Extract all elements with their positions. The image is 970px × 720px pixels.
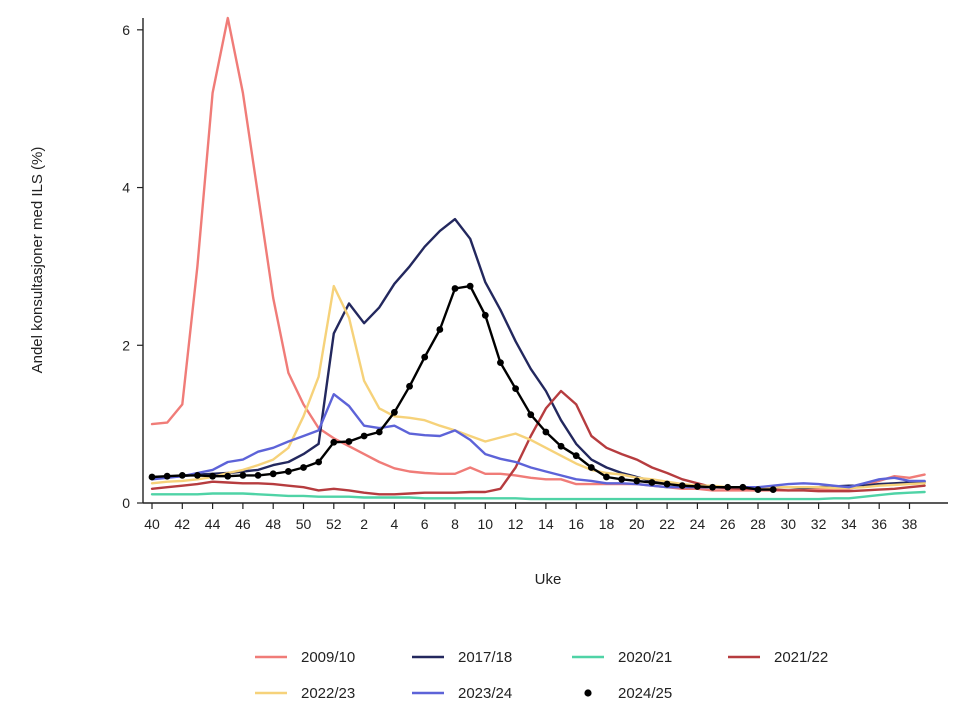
x-tick-label: 8 <box>451 516 459 532</box>
data-point-2024-25 <box>466 282 474 290</box>
data-point-2024-25 <box>178 471 186 479</box>
y-tick-label: 2 <box>122 337 130 353</box>
data-point-2024-25 <box>224 472 232 480</box>
x-tick-label: 18 <box>599 516 615 532</box>
x-tick-label: 2 <box>360 516 368 532</box>
x-tick-label: 4 <box>391 516 399 532</box>
x-tick-label: 26 <box>720 516 736 532</box>
series-line-2020-21 <box>150 490 926 501</box>
series-line-2023-24 <box>150 393 926 489</box>
x-tick-label: 22 <box>659 516 675 532</box>
data-point-2024-25 <box>406 382 413 390</box>
y-tick-label: 6 <box>122 22 130 38</box>
data-point-2024-25 <box>618 475 626 483</box>
x-tick-label: 34 <box>841 516 857 532</box>
legend: 2009/10 2017/18 2020/21 2021/22 2022/23 2023/… <box>255 649 828 702</box>
series-line-2022-23 <box>150 284 926 490</box>
data-point-2024-25 <box>315 458 323 466</box>
data-point-2024-25 <box>360 432 368 440</box>
x-tick-label: 48 <box>265 516 281 532</box>
plot-lines <box>150 16 926 501</box>
x-tick-label: 46 <box>235 516 251 532</box>
data-point-2024-25 <box>194 471 201 479</box>
x-tick-label: 24 <box>690 516 706 532</box>
legend-label: 2017/18 <box>458 649 512 666</box>
data-point-2024-25 <box>481 311 489 319</box>
legend-label: 2024/25 <box>618 685 672 702</box>
data-point-2024-25 <box>148 473 156 481</box>
data-point-2024-25 <box>375 428 383 436</box>
data-point-2024-25 <box>587 464 595 471</box>
y-ticks: 0 2 4 6 <box>122 22 143 511</box>
data-point-2024-25 <box>391 408 398 416</box>
data-point-2024-25 <box>603 473 610 481</box>
data-point-2024-25 <box>754 486 762 493</box>
x-tick-label: 28 <box>750 516 766 532</box>
data-point-2024-25 <box>209 472 217 480</box>
data-point-2024-25 <box>648 479 656 486</box>
x-tick-label: 38 <box>902 516 918 532</box>
y-axis-title: Andel konsultasjoner med ILS (%) <box>29 147 46 374</box>
data-point-2024-25 <box>300 464 307 471</box>
x-tick-label: 40 <box>144 516 160 532</box>
x-tick-label: 50 <box>296 516 312 532</box>
data-point-2024-25 <box>254 471 262 479</box>
data-point-2024-25 <box>769 486 777 493</box>
plot-markers <box>148 282 777 493</box>
x-tick-label: 44 <box>205 516 221 532</box>
data-point-2024-25 <box>633 477 641 485</box>
x-tick-label: 52 <box>326 516 342 532</box>
data-point-2024-25 <box>512 385 519 393</box>
data-point-2024-25 <box>421 353 429 361</box>
legend-label: 2022/23 <box>301 685 355 702</box>
y-tick-label: 4 <box>122 180 130 196</box>
data-point-2024-25 <box>678 482 686 490</box>
y-tick-label: 0 <box>122 495 130 511</box>
data-point-2024-25 <box>497 359 504 367</box>
x-axis-title: Uke <box>535 571 562 588</box>
data-point-2024-25 <box>239 471 247 479</box>
data-point-2024-25 <box>345 438 353 445</box>
data-point-2024-25 <box>572 452 580 460</box>
series-line-2009-10 <box>150 16 926 492</box>
x-tick-label: 42 <box>175 516 191 532</box>
legend-label: 2021/22 <box>774 649 828 666</box>
data-point-2024-25 <box>709 483 716 491</box>
x-tick-label: 10 <box>478 516 494 532</box>
data-point-2024-25 <box>284 468 292 475</box>
x-ticks: 40 42 44 46 48 50 52 2 4 6 8 10 12 14 16 18 20 22 24 26 28 30… <box>144 503 917 532</box>
x-tick-label: 20 <box>629 516 645 532</box>
data-point-2024-25 <box>557 442 565 450</box>
x-tick-label: 32 <box>811 516 827 532</box>
data-point-2024-25 <box>663 480 671 488</box>
legend-marker <box>584 689 592 697</box>
legend-label: 2020/21 <box>618 649 672 666</box>
x-tick-label: 6 <box>421 516 429 532</box>
data-point-2024-25 <box>163 472 171 480</box>
legend-label: 2023/24 <box>458 685 512 702</box>
data-point-2024-25 <box>724 483 732 491</box>
x-tick-label: 14 <box>538 516 554 532</box>
data-point-2024-25 <box>451 285 459 292</box>
x-tick-label: 12 <box>508 516 524 532</box>
legend-label: 2009/10 <box>301 649 355 666</box>
data-point-2024-25 <box>269 470 277 478</box>
data-point-2024-25 <box>436 326 444 333</box>
data-point-2024-25 <box>527 411 535 419</box>
data-point-2024-25 <box>542 428 550 436</box>
x-tick-label: 16 <box>568 516 584 532</box>
data-point-2024-25 <box>739 483 747 491</box>
x-tick-label: 30 <box>781 516 797 532</box>
data-point-2024-25 <box>694 483 701 490</box>
data-point-2024-25 <box>330 438 338 446</box>
x-tick-label: 36 <box>871 516 887 532</box>
